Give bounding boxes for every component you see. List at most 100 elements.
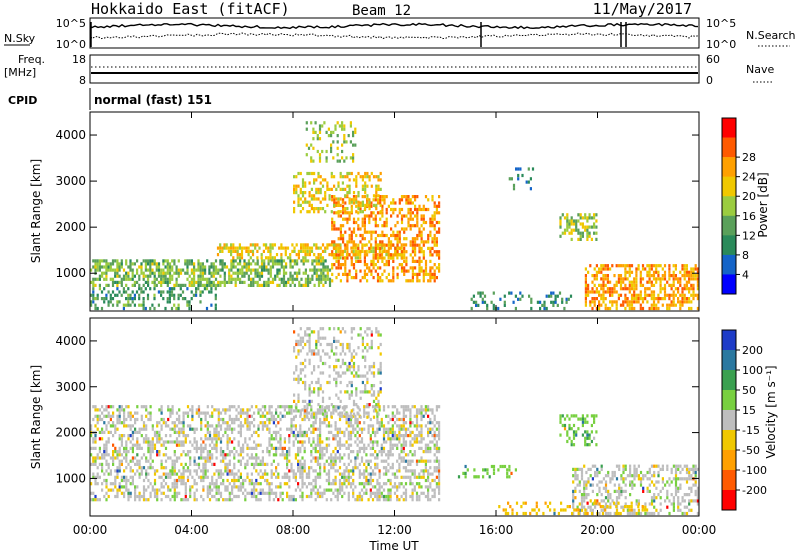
data-cell xyxy=(319,417,322,422)
data-cell xyxy=(375,184,378,188)
data-cell xyxy=(279,411,282,415)
data-cell xyxy=(352,408,355,412)
data-cell xyxy=(162,280,165,284)
data-cell xyxy=(303,459,306,463)
data-cell xyxy=(398,462,401,466)
data-cell xyxy=(358,494,361,499)
data-cell xyxy=(666,306,669,311)
data-cell xyxy=(383,256,386,260)
data-cell xyxy=(239,462,242,466)
data-cell xyxy=(357,211,360,215)
data-cell xyxy=(200,469,203,473)
data-cell xyxy=(382,434,386,438)
data-cell xyxy=(173,430,176,434)
data-cell xyxy=(398,417,401,422)
data-cell xyxy=(222,408,225,412)
data-cell xyxy=(188,280,191,284)
data-cell xyxy=(215,443,218,447)
data-cell xyxy=(357,246,360,250)
data-cell xyxy=(160,405,163,409)
data-cell xyxy=(431,494,434,499)
data-cell xyxy=(116,456,119,460)
data-cell xyxy=(306,339,309,343)
data-cell xyxy=(178,408,181,412)
data-cell xyxy=(265,283,268,287)
data-cell xyxy=(338,482,342,486)
data-cell xyxy=(301,494,304,499)
data-cell xyxy=(107,440,110,444)
data-cell xyxy=(239,411,242,415)
data-cell xyxy=(286,475,289,479)
data-cell xyxy=(372,249,375,253)
data-cell xyxy=(343,482,346,486)
data-cell xyxy=(342,240,345,244)
data-cell xyxy=(109,472,112,476)
data-cell xyxy=(96,453,99,457)
data-cell xyxy=(359,269,362,273)
data-cell xyxy=(333,377,336,381)
data-cell xyxy=(304,256,307,260)
data-cell xyxy=(418,227,421,231)
data-cell xyxy=(312,440,315,444)
data-cell xyxy=(336,450,339,454)
data-cell xyxy=(319,191,322,195)
data-cell xyxy=(306,333,309,337)
data-cell xyxy=(600,297,603,301)
data-cell xyxy=(129,427,132,431)
data-cell xyxy=(650,267,653,271)
data-cell xyxy=(352,488,355,492)
data-cell xyxy=(382,440,386,444)
data-cell xyxy=(105,297,108,301)
data-cell xyxy=(411,405,414,409)
data-cell xyxy=(378,491,381,495)
data-cell xyxy=(136,446,139,450)
data-cell xyxy=(221,249,224,253)
data-cell xyxy=(214,297,217,301)
data-cell xyxy=(433,224,436,228)
data-cell xyxy=(247,249,250,253)
data-cell xyxy=(433,437,436,441)
data-cell xyxy=(424,272,428,276)
data-cell xyxy=(164,459,168,463)
data-cell xyxy=(321,197,325,201)
data-cell xyxy=(245,271,248,275)
data-cell xyxy=(127,300,130,304)
data-cell xyxy=(402,427,405,431)
noise-left-tick-bottom: 10^0 xyxy=(56,38,86,51)
data-cell xyxy=(310,203,313,207)
data-cell xyxy=(149,443,152,447)
data-cell xyxy=(327,488,331,492)
data-cell xyxy=(357,194,360,198)
data-cell xyxy=(293,330,296,334)
data-cell xyxy=(330,210,333,214)
data-cell xyxy=(250,472,253,476)
data-cell xyxy=(256,274,259,278)
data-cell xyxy=(151,303,154,307)
data-cell xyxy=(356,456,359,460)
data-cell xyxy=(380,459,383,463)
data-cell xyxy=(352,230,356,234)
data-cell xyxy=(125,475,128,479)
data-cell xyxy=(348,396,351,400)
data-cell xyxy=(191,485,194,489)
data-cell xyxy=(648,306,651,311)
data-cell xyxy=(317,390,320,394)
data-cell xyxy=(652,270,656,274)
data-cell xyxy=(333,175,336,179)
data-cell xyxy=(435,456,438,460)
data-cell xyxy=(118,453,121,457)
data-cell xyxy=(204,443,207,447)
data-cell xyxy=(228,417,231,422)
data-cell xyxy=(275,494,278,499)
data-cell xyxy=(333,365,336,369)
data-cell xyxy=(696,283,699,287)
data-cell xyxy=(280,277,283,281)
data-cell xyxy=(125,446,128,450)
data-cell xyxy=(317,377,320,381)
data-cell xyxy=(492,291,495,295)
data-cell xyxy=(244,421,247,425)
data-cell xyxy=(168,300,171,304)
data-cell xyxy=(334,421,337,425)
data-cell xyxy=(116,491,119,495)
data-cell xyxy=(156,450,159,454)
